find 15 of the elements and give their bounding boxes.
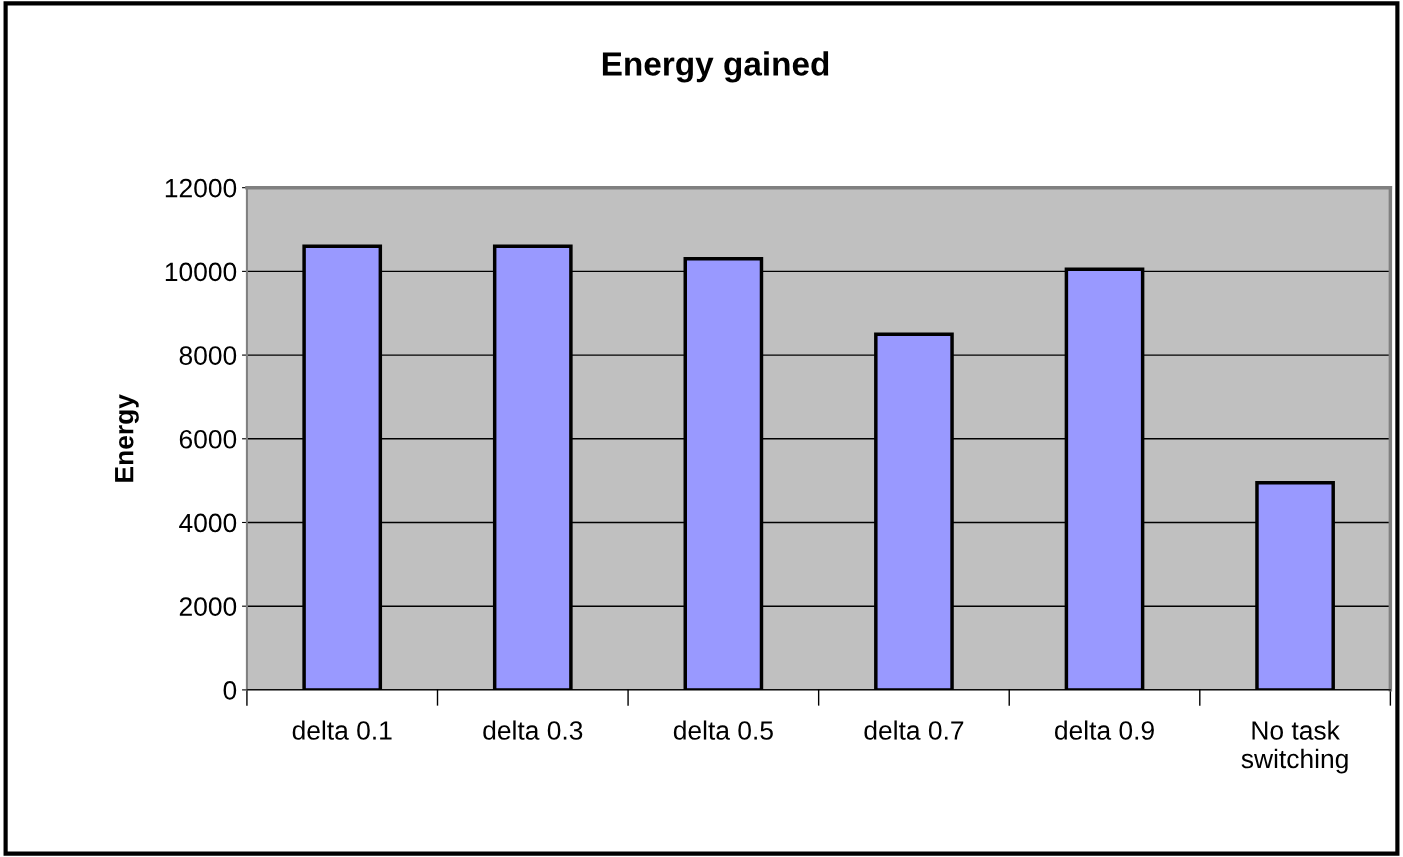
y-tick-label: 10000 — [165, 262, 237, 282]
y-tick-label: 0 — [223, 681, 237, 700]
y-tick-label: 8000 — [179, 346, 237, 365]
y-tick-label: 6000 — [179, 429, 237, 449]
y-tick-label: 12000 — [165, 178, 237, 198]
x-tick-label: delta 0.1 — [292, 720, 392, 740]
x-tick-label: delta 0.3 — [483, 720, 583, 740]
y-axis-title: Energy — [115, 394, 139, 482]
y-tick-label: 4000 — [179, 513, 237, 533]
chart-title: Energy gained — [602, 51, 829, 83]
x-tick-label: delta 0.7 — [864, 720, 964, 740]
y-tick-label: 2000 — [179, 597, 237, 617]
x-tick-label: No task switching — [1241, 720, 1348, 774]
x-tick-label: delta 0.5 — [673, 720, 773, 740]
x-tick-label: delta 0.9 — [1055, 720, 1154, 740]
